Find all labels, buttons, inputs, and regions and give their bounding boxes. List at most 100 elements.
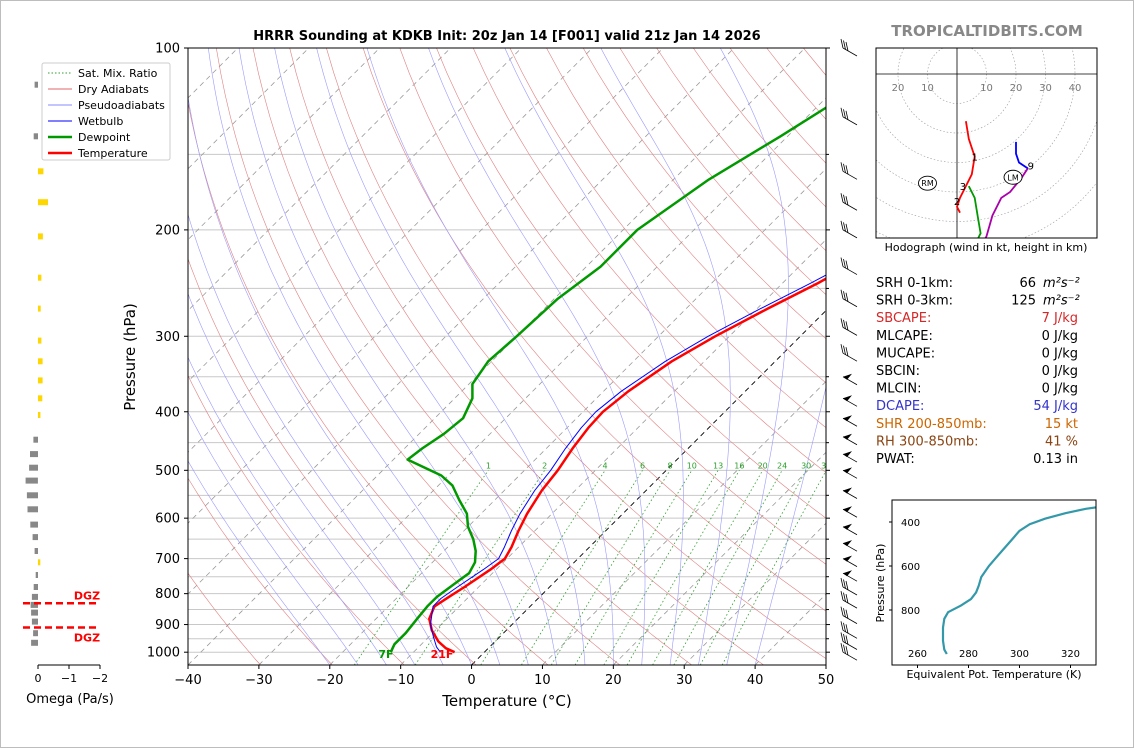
omega-bar [31, 639, 38, 646]
omega-bar [33, 584, 38, 590]
wind-barb-feather [843, 579, 846, 589]
dry-adiabat [766, 48, 826, 120]
isotherm-line [188, 48, 806, 665]
isotherm-line [188, 48, 522, 383]
wind-barb-feather [840, 591, 844, 601]
wind-barb-feather [840, 193, 844, 203]
y-tick-label: 200 [155, 223, 180, 238]
theta-e-x-tick-label: 300 [1010, 649, 1029, 660]
stat-label: PWAT: [876, 452, 915, 467]
pseudoadiabat [720, 48, 789, 665]
hodograph-height-label: 2 [954, 197, 960, 208]
dry-adiabat [188, 572, 261, 665]
mixing-ratio-label: 13 [713, 461, 723, 470]
y-tick-label: 400 [155, 405, 180, 420]
wind-barb-feather [845, 635, 849, 645]
omega-panel: DGZ DGZ 0 −1 −2 Omega (Pa/s) [23, 81, 114, 707]
omega-bar [38, 377, 43, 384]
dry-adiabat [509, 48, 826, 428]
omega-bar [38, 337, 42, 344]
hodograph-ring-label: 30 [1039, 83, 1052, 94]
wind-barb-feather [840, 289, 844, 299]
isotherm-line [400, 239, 826, 665]
mixing-ratio-line [652, 470, 764, 665]
stat-value: 54 J/kg [1033, 399, 1078, 414]
stat-label: SHR 200-850mb: [876, 417, 987, 432]
wind-barb-flag [843, 467, 852, 474]
mixing-ratio-label: 36 [821, 461, 831, 470]
theta-e-y-tick-label: 400 [901, 518, 920, 529]
wind-barb-flag [843, 570, 852, 577]
isotherm-line [258, 97, 826, 665]
omega-bar [30, 601, 38, 608]
legend-label: Dewpoint [78, 131, 131, 144]
wind-barb-feather [845, 321, 849, 331]
hodograph-segment [1015, 141, 1029, 170]
legend: Sat. Mix. Ratio Dry Adiabats Pseudoadiabat… [41, 62, 171, 161]
mixing-ratio-line [574, 470, 693, 665]
pseudoadiabat [188, 213, 444, 665]
omega-bar [33, 630, 38, 637]
wind-barb-feather [843, 622, 846, 632]
mixing-ratio-label: 24 [777, 461, 787, 470]
omega-bar [30, 451, 38, 458]
omega-bar [34, 548, 38, 554]
legend-label: Pseudoadiabats [78, 99, 165, 112]
skewt-grid: 1 2 4 6 8 10 13 16 20 24 30 36 [188, 48, 831, 665]
hodograph-height-label: 9 [1028, 161, 1034, 172]
wind-barb-feather [840, 632, 844, 642]
x-axis-label: Temperature (°C) [441, 692, 571, 710]
stat-value: 125 [1011, 294, 1036, 309]
mixing-ratio-line [414, 470, 546, 665]
stat-label: SRH 0-1km: [876, 276, 953, 291]
x-tick-label: −30 [245, 673, 272, 688]
hodograph-ring-label: 20 [1010, 83, 1023, 94]
dry-adiabat [188, 477, 333, 665]
theta-e-x-label: Equivalent Pot. Temperature (K) [906, 668, 1081, 681]
stat-value: 7 J/kg [1042, 311, 1078, 326]
wind-barb-feather [845, 196, 849, 206]
wind-barb-feather [843, 194, 846, 204]
wind-barb-feather [845, 41, 849, 52]
hodograph-segment [967, 185, 982, 238]
dry-adiabat [472, 48, 826, 474]
y-axis-label: Pressure (hPa) [121, 303, 139, 411]
series-dewpoint [389, 106, 826, 653]
dry-adiabat [436, 48, 826, 519]
omega-bar [32, 534, 38, 541]
mixing-ratio-label: 16 [734, 461, 744, 470]
wind-barb-feather [843, 345, 846, 355]
hodograph-ring-label: 40 [1069, 83, 1082, 94]
wind-barb-flag [843, 373, 852, 380]
omega-tick-label: −2 [92, 672, 108, 685]
pseudoadiabat [188, 95, 472, 665]
watermark: TROPICALTIDBITS.COM [891, 22, 1083, 40]
wind-barb-feather [845, 580, 849, 591]
stat-value: 0 J/kg [1042, 329, 1078, 344]
legend-label: Wetbulb [78, 115, 123, 128]
wind-barb-feather [840, 606, 844, 616]
pseudoadiabat [274, 48, 557, 665]
omega-bar [38, 199, 48, 206]
theta-e-y-label: Pressure (hPa) [874, 544, 887, 623]
omega-bar [27, 506, 38, 513]
y-tick-label: 800 [155, 587, 180, 602]
wind-barb-feather [845, 609, 849, 619]
stat-label: SBCIN: [876, 364, 920, 379]
isotherm-line [683, 522, 826, 665]
mixing-ratio-line [721, 470, 826, 665]
omega-bar [33, 133, 38, 140]
mixing-ratio-label: 30 [801, 461, 811, 470]
y-tick-label: 100 [155, 42, 180, 57]
omega-bar [35, 572, 38, 578]
stat-value: 66 [1019, 276, 1036, 291]
dry-adiabat [188, 374, 405, 665]
dgz-label: DGZ [74, 589, 100, 602]
hodograph-height-label: 6 [974, 256, 980, 267]
omega-bar [25, 477, 38, 484]
x-tick-label: −20 [316, 673, 343, 688]
skewt-panel: 1 2 4 6 8 10 13 16 20 24 30 36 10020030040050060070… [121, 29, 858, 710]
omega-bar [26, 492, 38, 499]
omega-bar [38, 274, 42, 281]
